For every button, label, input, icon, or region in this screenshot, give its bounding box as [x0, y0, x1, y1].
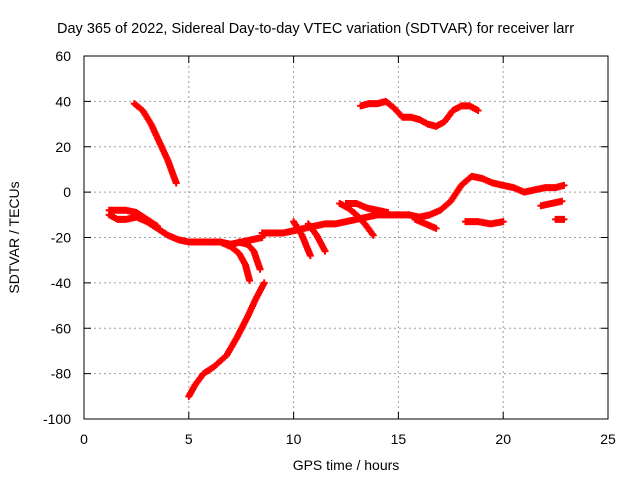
x-tick-label: 25 [600, 431, 616, 447]
series-arc-mid-2 [336, 199, 377, 239]
data-point [474, 106, 482, 114]
data-point [560, 215, 568, 223]
data-point [306, 252, 314, 260]
y-tick-label: 20 [55, 139, 71, 155]
series-arc-top [357, 97, 482, 130]
series-arc-main-right [405, 172, 568, 221]
chart-title: Day 365 of 2022, Sidereal Day-to-day VTE… [57, 21, 574, 37]
data-point [321, 247, 329, 255]
data-point [560, 181, 568, 189]
data-point [153, 222, 161, 230]
series-arc-steep-rise [130, 100, 180, 187]
y-tick-label: -20 [51, 230, 71, 246]
series-arc-segment-19 [461, 218, 507, 228]
x-tick-label: 5 [185, 431, 193, 447]
series-arc-drop-2 [235, 238, 264, 273]
x-tick-label: 20 [495, 431, 511, 447]
data-point [558, 197, 566, 205]
y-axis-label: SDTVAR / TECUs [6, 181, 22, 293]
series-arc-drop-4 [304, 220, 329, 255]
series-arc-drop-3 [290, 218, 314, 260]
y-tick-label: -60 [51, 320, 71, 336]
data-point [246, 277, 254, 285]
data-point [384, 209, 392, 217]
series-arc-mid-3 [342, 199, 392, 217]
data-point [256, 265, 264, 273]
data-point [260, 279, 268, 287]
data-point [432, 224, 440, 232]
series-arc-rising-low [185, 279, 268, 400]
series-arc-upper-left [105, 206, 161, 230]
y-tick-label: 40 [55, 93, 71, 109]
series-arc-mid-1 [258, 211, 413, 237]
series-arc-drop-1 [216, 238, 254, 285]
x-tick-label: 10 [286, 431, 302, 447]
data-point [369, 231, 377, 239]
y-tick-label: -80 [51, 366, 71, 382]
x-tick-label: 0 [80, 431, 88, 447]
x-axis-label: GPS time / hours [293, 457, 400, 473]
y-tick-label: -40 [51, 275, 71, 291]
y-tick-label: 60 [55, 48, 71, 64]
y-tick-label: 0 [63, 184, 71, 200]
series-arc-segment-22b [552, 215, 568, 223]
series-arc-segment-22a [537, 197, 566, 210]
data-point [499, 218, 507, 226]
y-tick-label: -100 [43, 411, 71, 427]
x-tick-label: 15 [391, 431, 407, 447]
data-point [172, 179, 180, 187]
series-arc-low-right [411, 215, 440, 232]
